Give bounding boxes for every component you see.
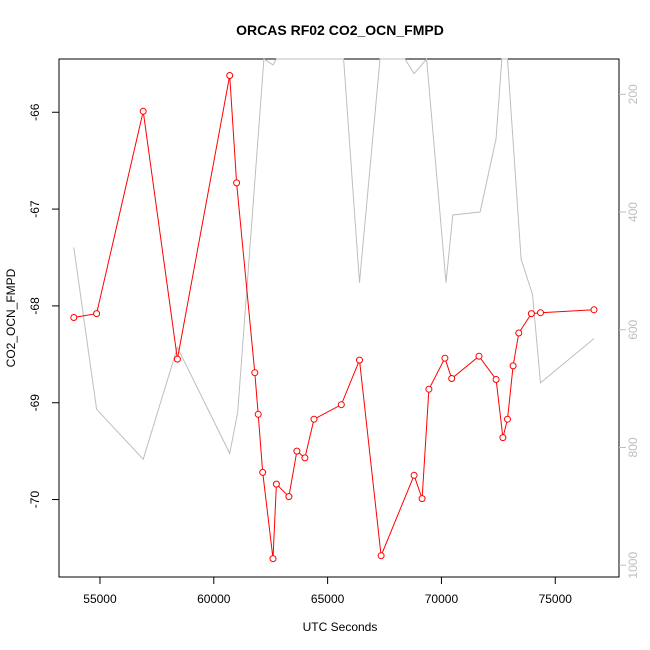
data-point bbox=[285, 493, 293, 501]
data-point bbox=[233, 179, 241, 187]
data-point bbox=[310, 415, 318, 423]
data-point bbox=[269, 555, 277, 563]
data-point bbox=[527, 310, 535, 318]
data-point bbox=[293, 447, 301, 455]
data-point bbox=[504, 415, 511, 423]
data-point bbox=[93, 310, 101, 318]
x-tick-label: 55000 bbox=[83, 592, 117, 606]
data-point bbox=[492, 376, 500, 383]
y-tick-label: -70 bbox=[28, 491, 42, 509]
data-point bbox=[259, 468, 267, 476]
y-axis: -70 -69 -68 -67 -66 bbox=[28, 103, 59, 508]
x-tick-label: 60000 bbox=[197, 592, 231, 606]
data-point bbox=[139, 107, 147, 115]
data-point bbox=[410, 471, 418, 479]
y-tick-label: -67 bbox=[28, 200, 42, 218]
x-axis: 55000 60000 65000 70000 75000 bbox=[83, 577, 572, 606]
x-tick-label: 65000 bbox=[311, 592, 345, 606]
data-point bbox=[441, 354, 449, 362]
data-point bbox=[356, 356, 363, 364]
data-point bbox=[70, 314, 78, 321]
chart-title: ORCAS RF02 CO2_OCN_FMPD bbox=[236, 22, 444, 38]
data-point bbox=[377, 552, 385, 560]
data-point bbox=[448, 375, 456, 382]
data-point bbox=[475, 352, 483, 360]
data-point bbox=[301, 454, 309, 462]
data-point bbox=[337, 401, 345, 409]
data-point bbox=[251, 369, 259, 377]
right-tick-label: 200 bbox=[626, 84, 640, 104]
y-axis-label: CO2_OCN_FMPD bbox=[4, 268, 18, 367]
secondary-series-line bbox=[73, 57, 595, 461]
data-point bbox=[425, 385, 433, 393]
primary-series-line bbox=[73, 75, 595, 559]
data-point bbox=[590, 306, 598, 314]
y-tick-label: -69 bbox=[28, 394, 42, 412]
right-tick-label: 600 bbox=[626, 319, 640, 339]
x-tick-label: 70000 bbox=[425, 592, 459, 606]
y-tick-label: -66 bbox=[28, 103, 42, 121]
right-axis: 200 400 600 800 1000 bbox=[619, 84, 640, 579]
data-point bbox=[226, 72, 234, 79]
data-point bbox=[509, 362, 517, 370]
series-layer bbox=[70, 57, 598, 563]
x-axis-label: UTC Seconds bbox=[303, 620, 378, 634]
right-tick-label: 400 bbox=[626, 202, 640, 222]
data-point bbox=[499, 434, 507, 442]
y-tick-label: -68 bbox=[28, 297, 42, 315]
data-point bbox=[515, 329, 523, 337]
data-point bbox=[173, 355, 181, 363]
right-tick-label: 1000 bbox=[626, 552, 640, 579]
data-point bbox=[537, 309, 544, 317]
right-tick-label: 800 bbox=[626, 437, 640, 457]
data-point bbox=[418, 495, 426, 503]
data-point bbox=[272, 480, 280, 488]
data-point bbox=[254, 410, 262, 418]
x-tick-label: 75000 bbox=[539, 592, 573, 606]
